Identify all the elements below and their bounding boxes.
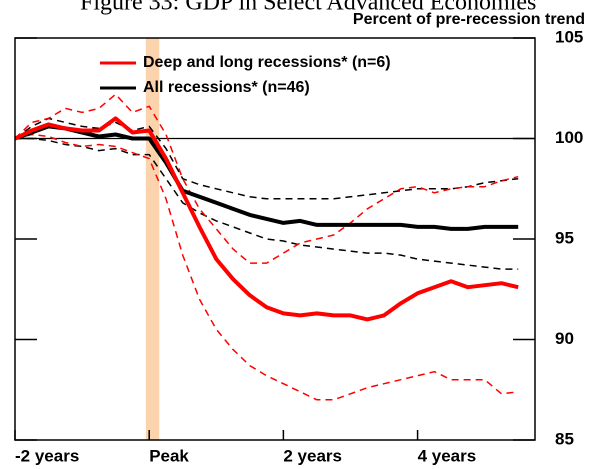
x-tick-label: 4 years [418,446,477,465]
y-tick-label: 105 [555,27,583,46]
x-tick-label: -2 years [15,446,79,465]
y-tick-label: 85 [555,429,574,448]
y-axis-label: Percent of pre-recession trend [353,11,585,28]
legend-label: All recessions* (n=46) [143,79,310,96]
chart-title: Figure 33: GDP in Select Advanced Econom… [80,0,536,16]
series-line [14,116,519,322]
series-line [15,137,519,270]
plot-frame [14,37,536,441]
x-tick-label: Peak [149,446,189,465]
y-tick-label: 95 [555,228,574,247]
y-tick-label: 90 [555,329,574,348]
y-tick-label: 100 [555,128,583,147]
series-line [14,93,519,264]
legend-label: Deep and long recessions* (n=6) [143,54,391,71]
series-line [14,124,519,231]
x-tick-label: 2 years [283,446,342,465]
series-line [14,133,519,401]
shaded-period [145,38,160,440]
